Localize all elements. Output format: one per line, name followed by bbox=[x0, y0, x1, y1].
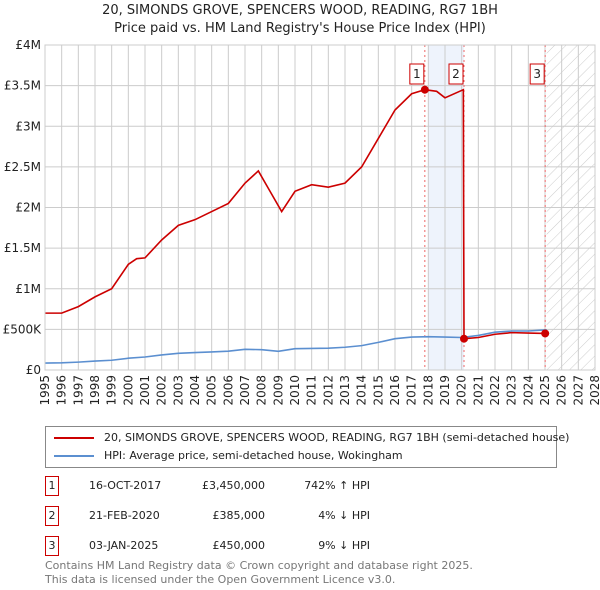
x-tick-label: 2017 bbox=[405, 375, 419, 406]
chart-subtitle: Price paid vs. HM Land Registry's House … bbox=[114, 21, 486, 36]
x-tick-label: 2013 bbox=[338, 375, 352, 406]
transaction-hpi: 4% ↓ HPI bbox=[318, 509, 370, 522]
x-tick-label: 2004 bbox=[188, 375, 202, 406]
x-tick-label: 2012 bbox=[321, 375, 335, 406]
y-tick-label: £4M bbox=[15, 38, 41, 52]
x-tick-label: 2024 bbox=[521, 375, 535, 406]
x-tick-label: 1996 bbox=[55, 375, 69, 406]
hpi-line-swatch bbox=[54, 455, 94, 457]
y-tick-label: £1M bbox=[15, 282, 41, 296]
x-tick-label: 2002 bbox=[155, 375, 169, 406]
x-tick-label: 2006 bbox=[221, 375, 235, 406]
footer-line-1: Contains HM Land Registry data © Crown c… bbox=[45, 559, 473, 572]
legend-property: 20, SIMONDS GROVE, SPENCERS WOOD, READIN… bbox=[104, 431, 570, 444]
transaction-row: 2 21-FEB-2020 £385,000 4% ↓ HPI bbox=[45, 506, 545, 526]
property-line-swatch bbox=[54, 437, 94, 439]
transaction-hpi: 742% ↑ HPI bbox=[304, 479, 370, 492]
x-tick-label: 2008 bbox=[255, 375, 269, 406]
footer-line-2: This data is licensed under the Open Gov… bbox=[45, 573, 396, 586]
x-tick-label: 2007 bbox=[238, 375, 252, 406]
sale-point bbox=[541, 329, 550, 338]
transaction-marker: 2 bbox=[45, 506, 59, 526]
transaction-date: 03-JAN-2025 bbox=[89, 539, 159, 552]
transaction-marker: 1 bbox=[45, 476, 59, 496]
transaction-date: 16-OCT-2017 bbox=[89, 479, 162, 492]
x-tick-label: 2014 bbox=[355, 375, 369, 406]
x-tick-label: 2019 bbox=[438, 375, 452, 406]
sale-label: 1 bbox=[413, 67, 421, 81]
transaction-hpi: 9% ↓ HPI bbox=[318, 539, 370, 552]
x-tick-label: 2001 bbox=[138, 375, 152, 406]
sale-label-box bbox=[409, 63, 425, 85]
sale-point bbox=[420, 85, 429, 94]
y-tick-label: £2M bbox=[15, 201, 41, 215]
x-tick-label: 2000 bbox=[121, 375, 135, 406]
x-tick-label: 2022 bbox=[488, 375, 502, 406]
legend-hpi: HPI: Average price, semi-detached house,… bbox=[104, 449, 403, 462]
y-tick-label: £3.5M bbox=[4, 79, 41, 93]
y-tick-label: £2.5M bbox=[4, 160, 41, 174]
x-tick-label: 2018 bbox=[421, 375, 435, 406]
x-tick-label: 1998 bbox=[88, 375, 102, 406]
x-tick-label: 2003 bbox=[171, 375, 185, 406]
x-tick-label: 2021 bbox=[471, 375, 485, 406]
x-tick-label: 2009 bbox=[271, 375, 285, 406]
transaction-row: 3 03-JAN-2025 £450,000 9% ↓ HPI bbox=[45, 536, 545, 556]
x-tick-label: 2027 bbox=[571, 375, 585, 406]
sale-label-box bbox=[529, 63, 545, 85]
x-tick-label: 1999 bbox=[105, 375, 119, 406]
hpi-line bbox=[44, 328, 547, 364]
sale-label: 3 bbox=[533, 67, 541, 81]
x-tick-label: 2010 bbox=[288, 375, 302, 406]
legend: 20, SIMONDS GROVE, SPENCERS WOOD, READIN… bbox=[45, 426, 569, 468]
transaction-price: £385,000 bbox=[212, 509, 266, 522]
x-tick-label: 2011 bbox=[305, 375, 319, 406]
y-tick-label: £0 bbox=[26, 363, 41, 377]
transaction-row: 1 16-OCT-2017 £3,450,000 742% ↑ HPI bbox=[45, 476, 545, 496]
transaction-price: £450,000 bbox=[212, 539, 266, 552]
sale-label: 2 bbox=[452, 67, 460, 81]
transaction-marker: 3 bbox=[45, 536, 59, 556]
x-tick-label: 1995 bbox=[38, 375, 52, 406]
x-tick-label: 2025 bbox=[538, 375, 552, 406]
x-tick-label: 2015 bbox=[371, 375, 385, 406]
plot-border bbox=[44, 44, 596, 371]
x-tick-label: 2020 bbox=[455, 375, 469, 406]
chart-title: 20, SIMONDS GROVE, SPENCERS WOOD, READIN… bbox=[102, 3, 498, 18]
y-tick-label: £3M bbox=[15, 119, 41, 133]
property-price-line bbox=[45, 88, 548, 340]
transaction-date: 21-FEB-2020 bbox=[89, 509, 160, 522]
x-tick-label: 2023 bbox=[505, 375, 519, 406]
y-tick-label: £500K bbox=[3, 322, 43, 336]
transaction-price: £3,450,000 bbox=[202, 479, 265, 492]
y-tick-label: £1.5M bbox=[4, 241, 41, 255]
x-tick-label: 2005 bbox=[205, 375, 219, 406]
footer: Contains HM Land Registry data © Crown c… bbox=[45, 559, 473, 587]
x-tick-label: 1997 bbox=[71, 375, 85, 406]
x-tick-label: 2026 bbox=[555, 375, 569, 406]
x-tick-label: 2028 bbox=[588, 375, 600, 406]
x-tick-label: 2016 bbox=[388, 375, 402, 406]
sale-label-box bbox=[448, 63, 464, 85]
sale-point bbox=[460, 334, 468, 343]
